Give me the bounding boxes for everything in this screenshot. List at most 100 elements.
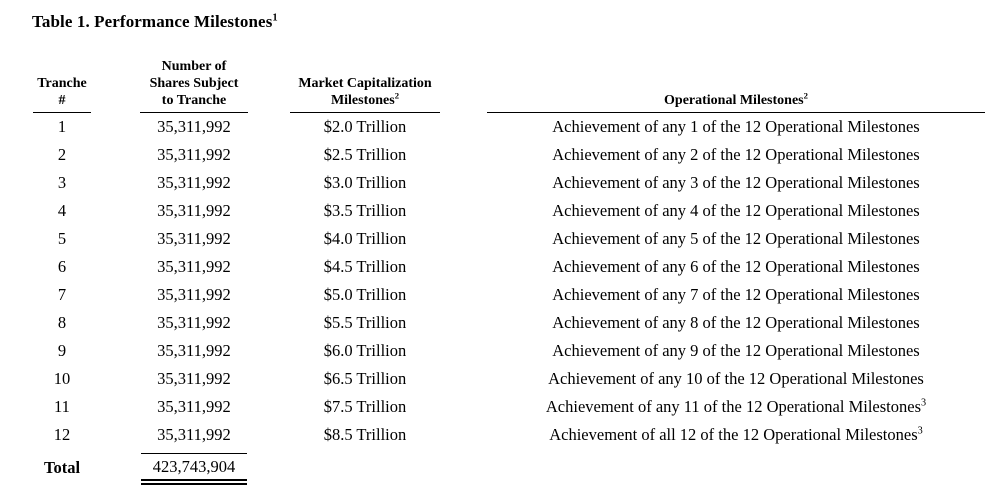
- gap-cell: [440, 365, 486, 393]
- header-operational: Operational Milestones2: [486, 33, 986, 113]
- operational-cell: Achievement of any 1 of the 12 Operation…: [552, 117, 920, 136]
- table-footer: Total 423,743,904: [26, 449, 986, 485]
- table-title: Table 1. Performance Milestones1: [32, 11, 992, 33]
- tranche-cell: 2: [57, 145, 67, 164]
- header-shares-label: Number of Shares Subject to Tranche: [149, 59, 239, 108]
- header-market-cap-footnote-ref: 2: [394, 90, 400, 101]
- gap-cell: [440, 421, 486, 449]
- gap-cell: [440, 253, 486, 281]
- operational-cell: Achievement of any 10 of the 12 Operatio…: [548, 369, 924, 388]
- header-operational-label: Operational Milestones: [664, 93, 804, 108]
- shares-cell: 35,311,992: [157, 145, 231, 164]
- table-row: 7 35,311,992 $5.0 Trillion Achievement of a…: [26, 281, 986, 309]
- table-row: 5 35,311,992 $4.0 Trillion Achievement of a…: [26, 225, 986, 253]
- market-cap-cell: $7.5 Trillion: [323, 397, 407, 416]
- shares-cell: 35,311,992: [157, 285, 231, 304]
- gap-cell: [440, 197, 486, 225]
- footer-empty-operational: [486, 449, 986, 485]
- header-market-cap-text: Market Capitalization Milestones2: [290, 75, 440, 109]
- tranche-cell: 7: [57, 285, 67, 304]
- tranche-cell: 6: [57, 257, 67, 276]
- header-tranche: Tranche #: [26, 33, 98, 113]
- operational-cell: Achievement of any 7 of the 12 Operation…: [552, 285, 920, 304]
- footnote-ref: 3: [921, 397, 927, 409]
- tranche-cell: 8: [57, 313, 67, 332]
- gap-cell: [440, 281, 486, 309]
- market-cap-cell: $3.5 Trillion: [323, 201, 407, 220]
- operational-cell: Achievement of any 3 of the 12 Operation…: [552, 173, 920, 192]
- header-tranche-text: Tranche #: [26, 75, 98, 109]
- shares-cell: 35,311,992: [157, 229, 231, 248]
- market-cap-cell: $5.0 Trillion: [323, 285, 407, 304]
- table-header: Tranche # Number of Shares Subject to Tr…: [26, 33, 986, 113]
- tranche-cell: 12: [53, 425, 71, 444]
- shares-cell: 35,311,992: [157, 257, 231, 276]
- table-row: 10 35,311,992 $6.5 Trillion Achievement of …: [26, 365, 986, 393]
- gap-cell: [440, 141, 486, 169]
- header-rule-operational: [487, 112, 985, 113]
- market-cap-cell: $4.5 Trillion: [323, 257, 407, 276]
- shares-cell: 35,311,992: [157, 425, 231, 444]
- operational-cell: Achievement of any 2 of the 12 Operation…: [552, 145, 920, 164]
- shares-cell: 35,311,992: [157, 117, 231, 136]
- total-label: Total: [43, 458, 81, 477]
- header-rule-market-cap: [290, 112, 440, 113]
- shares-cell: 35,311,992: [157, 173, 231, 192]
- footer-empty-market-cap: [290, 449, 440, 485]
- gap-cell: [440, 337, 486, 365]
- operational-cell: Achievement of any 6 of the 12 Operation…: [552, 257, 920, 276]
- shares-cell: 35,311,992: [157, 369, 231, 388]
- header-row: Tranche # Number of Shares Subject to Tr…: [26, 33, 986, 113]
- tranche-cell: 9: [57, 341, 67, 360]
- market-cap-cell: $8.5 Trillion: [323, 425, 407, 444]
- table-row: 8 35,311,992 $5.5 Trillion Achievement of a…: [26, 309, 986, 337]
- tranche-cell: 3: [57, 173, 67, 192]
- operational-cell: Achievement of all 12 of the 12 Operatio…: [549, 425, 923, 444]
- table-body: 1 35,311,992 $2.0 Trillion Achievement of a…: [26, 113, 986, 449]
- tranche-cell: 11: [54, 397, 70, 416]
- header-market-cap-label: Market Capitalization Milestones: [298, 76, 432, 108]
- market-cap-cell: $6.5 Trillion: [323, 369, 407, 388]
- table-row: 1 35,311,992 $2.0 Trillion Achievement of a…: [26, 113, 986, 141]
- table-title-footnote-ref: 1: [272, 12, 278, 24]
- gap-cell: [440, 113, 486, 141]
- tranche-cell: 10: [53, 369, 71, 388]
- header-market-cap: Market Capitalization Milestones2: [290, 33, 440, 113]
- tranche-cell: 5: [57, 229, 67, 248]
- gap-cell: [440, 393, 486, 421]
- header-shares: Number of Shares Subject to Tranche: [98, 33, 290, 113]
- table-row: 12 35,311,992 $8.5 Trillion Achievement of …: [26, 421, 986, 449]
- performance-milestones-table: Tranche # Number of Shares Subject to Tr…: [26, 33, 986, 485]
- market-cap-cell: $2.0 Trillion: [323, 117, 407, 136]
- shares-cell: 35,311,992: [157, 201, 231, 220]
- operational-cell: Achievement of any 8 of the 12 Operation…: [552, 313, 920, 332]
- shares-cell: 35,311,992: [157, 341, 231, 360]
- table-row: 2 35,311,992 $2.5 Trillion Achievement of a…: [26, 141, 986, 169]
- market-cap-cell: $6.0 Trillion: [323, 341, 407, 360]
- operational-cell: Achievement of any 11 of the 12 Operatio…: [545, 397, 927, 416]
- header-rule-tranche: [33, 112, 91, 113]
- footnote-ref: 3: [917, 425, 923, 437]
- total-row: Total 423,743,904: [26, 449, 986, 485]
- operational-cell: Achievement of any 9 of the 12 Operation…: [552, 341, 920, 360]
- table-row: 6 35,311,992 $4.5 Trillion Achievement of a…: [26, 253, 986, 281]
- total-value-cell: 423,743,904: [98, 449, 290, 485]
- operational-cell: Achievement of any 5 of the 12 Operation…: [552, 229, 920, 248]
- gap-cell: [440, 169, 486, 197]
- tranche-cell: 4: [57, 201, 67, 220]
- header-shares-text: Number of Shares Subject to Tranche: [98, 58, 290, 109]
- header-tranche-label: Tranche #: [37, 76, 87, 108]
- market-cap-cell: $5.5 Trillion: [323, 313, 407, 332]
- header-gap: [440, 33, 486, 113]
- table-title-text: Table 1. Performance Milestones: [32, 12, 273, 31]
- table-row: 4 35,311,992 $3.5 Trillion Achievement of a…: [26, 197, 986, 225]
- header-operational-footnote-ref: 2: [803, 90, 808, 101]
- market-cap-cell: $3.0 Trillion: [323, 173, 407, 192]
- table-row: 9 35,311,992 $6.0 Trillion Achievement of a…: [26, 337, 986, 365]
- market-cap-cell: $2.5 Trillion: [323, 145, 407, 164]
- gap-cell: [440, 225, 486, 253]
- header-operational-text: Operational Milestones2: [486, 90, 986, 109]
- shares-cell: 35,311,992: [157, 397, 231, 416]
- footer-empty-gap: [440, 449, 486, 485]
- operational-cell: Achievement of any 4 of the 12 Operation…: [552, 201, 920, 220]
